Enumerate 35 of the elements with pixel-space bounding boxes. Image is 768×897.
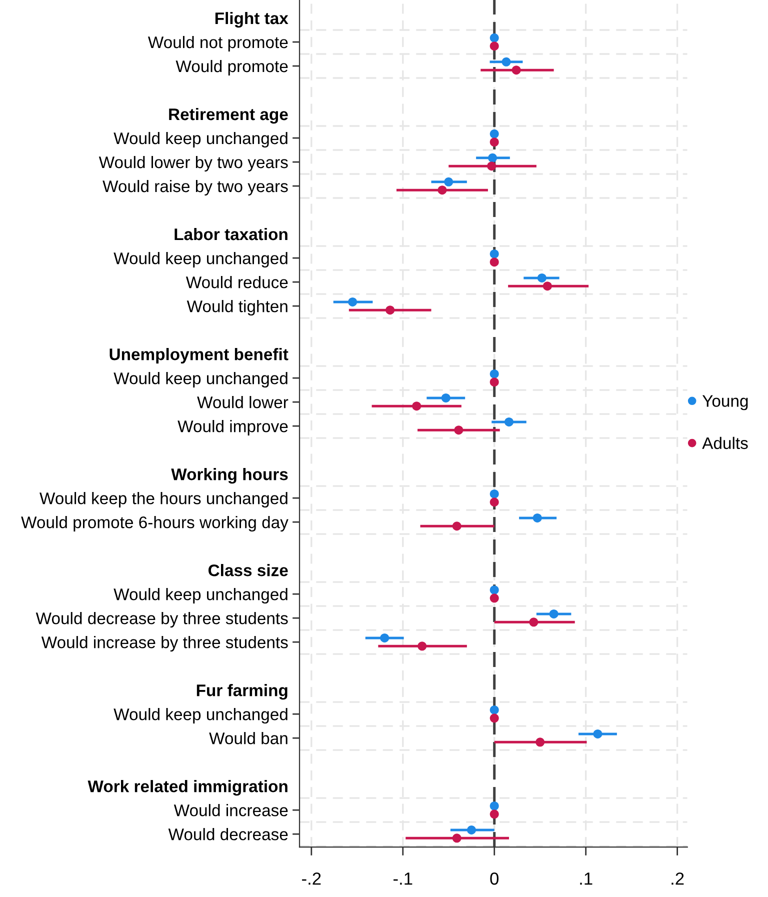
y-tick-label: Would keep unchanged — [114, 588, 288, 604]
y-tick-label: Would raise by two years — [102, 180, 288, 196]
y-tick-label: Class size — [208, 564, 288, 576]
y-tick-label: Would promote 6-hours working day — [21, 516, 288, 532]
legend-label: Adults — [702, 436, 748, 450]
y-tick-label: Working hours — [171, 468, 288, 484]
y-tick-label: Would keep the hours unchanged — [40, 492, 288, 508]
y-tick-label: Would lower — [197, 396, 288, 408]
y-tick-label: Fur farming — [196, 684, 288, 700]
y-tick-label: Would lower by two years — [98, 156, 288, 172]
x-tick-label: 0 — [490, 872, 499, 885]
y-tick-label: Would decrease by three students — [36, 612, 288, 628]
y-tick-label: Would improve — [178, 420, 288, 436]
y-tick-label: Would not promote — [148, 36, 288, 52]
y-tick-label: Would reduce — [186, 276, 288, 288]
y-tick-label: Unemployment benefit — [110, 348, 288, 364]
x-tick-label: .1 — [580, 872, 592, 885]
y-tick-label: Retirement age — [169, 108, 288, 124]
y-tick-label: Would ban — [209, 732, 288, 744]
y-tick-label: Would increase by three students — [41, 636, 288, 652]
y-tick-label: Would keep unchanged — [114, 132, 288, 148]
y-tick-label: Would keep unchanged — [114, 372, 288, 388]
y-tick-label: Would increase — [174, 804, 288, 816]
y-tick-label: Would keep unchanged — [114, 252, 288, 268]
y-tick-label: Would keep unchanged — [114, 708, 288, 724]
y-tick-label: Flight tax — [215, 12, 288, 28]
y-tick-label: Would promote — [176, 60, 288, 76]
x-tick-label: -.2 — [302, 872, 321, 885]
y-tick-label: Work related immigration — [88, 780, 288, 796]
y-tick-label: Would decrease — [168, 828, 288, 840]
x-tick-label: -.1 — [394, 872, 412, 885]
y-tick-label: Labor taxation — [174, 228, 288, 240]
y-tick-label: Would tighten — [186, 300, 288, 316]
legend-label: Young — [702, 395, 748, 410]
x-tick-label: .2 — [672, 872, 684, 885]
